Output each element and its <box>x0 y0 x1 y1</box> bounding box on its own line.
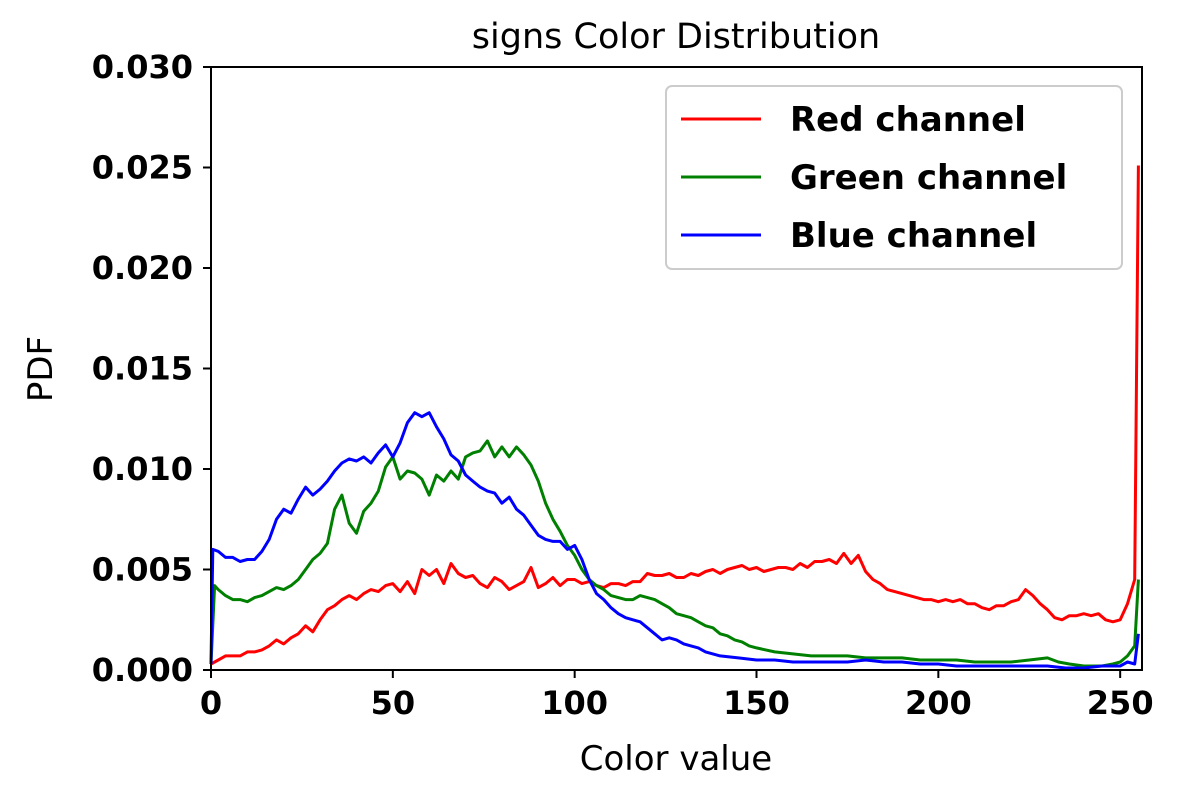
series-line-green-channel <box>209 439 1140 668</box>
chart-title: signs Color Distribution <box>472 17 880 57</box>
x-tick-label: 50 <box>371 684 416 722</box>
x-tick-label: 150 <box>723 684 790 722</box>
y-tick-label: 0.015 <box>92 350 193 388</box>
series-line-red-channel <box>210 165 1140 666</box>
y-tick-label: 0.000 <box>92 651 193 689</box>
y-axis-label: PDF <box>21 336 61 402</box>
x-tick-label: 250 <box>1087 684 1154 722</box>
legend-label-blue-channel: Blue channel <box>790 216 1037 256</box>
y-tick-label: 0.025 <box>92 149 193 187</box>
y-axis: 0.000 0.005 0.010 0.015 0.020 0.025 0.030 <box>92 48 211 689</box>
y-tick-label: 0.005 <box>92 551 193 589</box>
series-line-blue-channel <box>209 411 1140 670</box>
plot-area <box>209 165 1140 670</box>
y-tick-label: 0.020 <box>92 249 193 287</box>
legend-label-green-channel: Green channel <box>790 158 1067 198</box>
x-tick-label: 200 <box>905 684 972 722</box>
x-tick-label: 100 <box>541 684 608 722</box>
x-axis-label: Color value <box>580 739 772 779</box>
legend: Red channel Green channel Blue channel <box>665 85 1123 270</box>
legend-box <box>665 85 1123 270</box>
legend-label-red-channel: Red channel <box>790 100 1026 140</box>
y-tick-label: 0.010 <box>92 450 193 488</box>
x-tick-label: 0 <box>200 684 222 722</box>
x-axis: 0 50 100 150 200 250 <box>200 670 1154 722</box>
y-tick-label: 0.030 <box>92 48 193 86</box>
legend-items: Red channel Green channel Blue channel <box>681 100 1067 256</box>
